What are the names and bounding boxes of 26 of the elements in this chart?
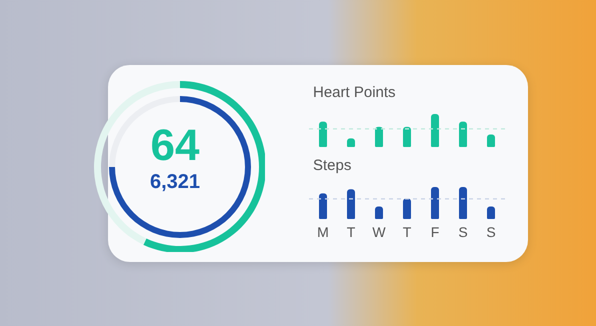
x-tick-label: T — [346, 224, 356, 240]
chart-title: Heart Points — [313, 84, 397, 102]
bar — [347, 189, 355, 219]
x-tick-label: M — [317, 224, 329, 240]
bar — [459, 187, 467, 219]
bar — [431, 187, 439, 219]
donut-slice — [143, 81, 265, 252]
x-tick-label: S — [486, 224, 496, 240]
bar — [431, 114, 439, 147]
x-tick-label: S — [458, 224, 468, 240]
bar — [487, 206, 495, 219]
x-tick-label: W — [372, 224, 386, 240]
bar — [403, 126, 411, 147]
bar — [487, 134, 495, 147]
text: 6,321 — [148, 171, 202, 193]
x-tick-label: T — [402, 224, 412, 240]
bar — [319, 193, 327, 219]
bar — [375, 206, 383, 219]
chart-title: Steps — [313, 157, 352, 175]
x-tick-label: F — [430, 224, 440, 240]
bar — [375, 126, 383, 147]
bar — [319, 122, 327, 147]
donut-slice — [109, 96, 251, 238]
bar — [459, 122, 467, 147]
bar — [403, 198, 411, 219]
text: 64 — [150, 121, 200, 170]
